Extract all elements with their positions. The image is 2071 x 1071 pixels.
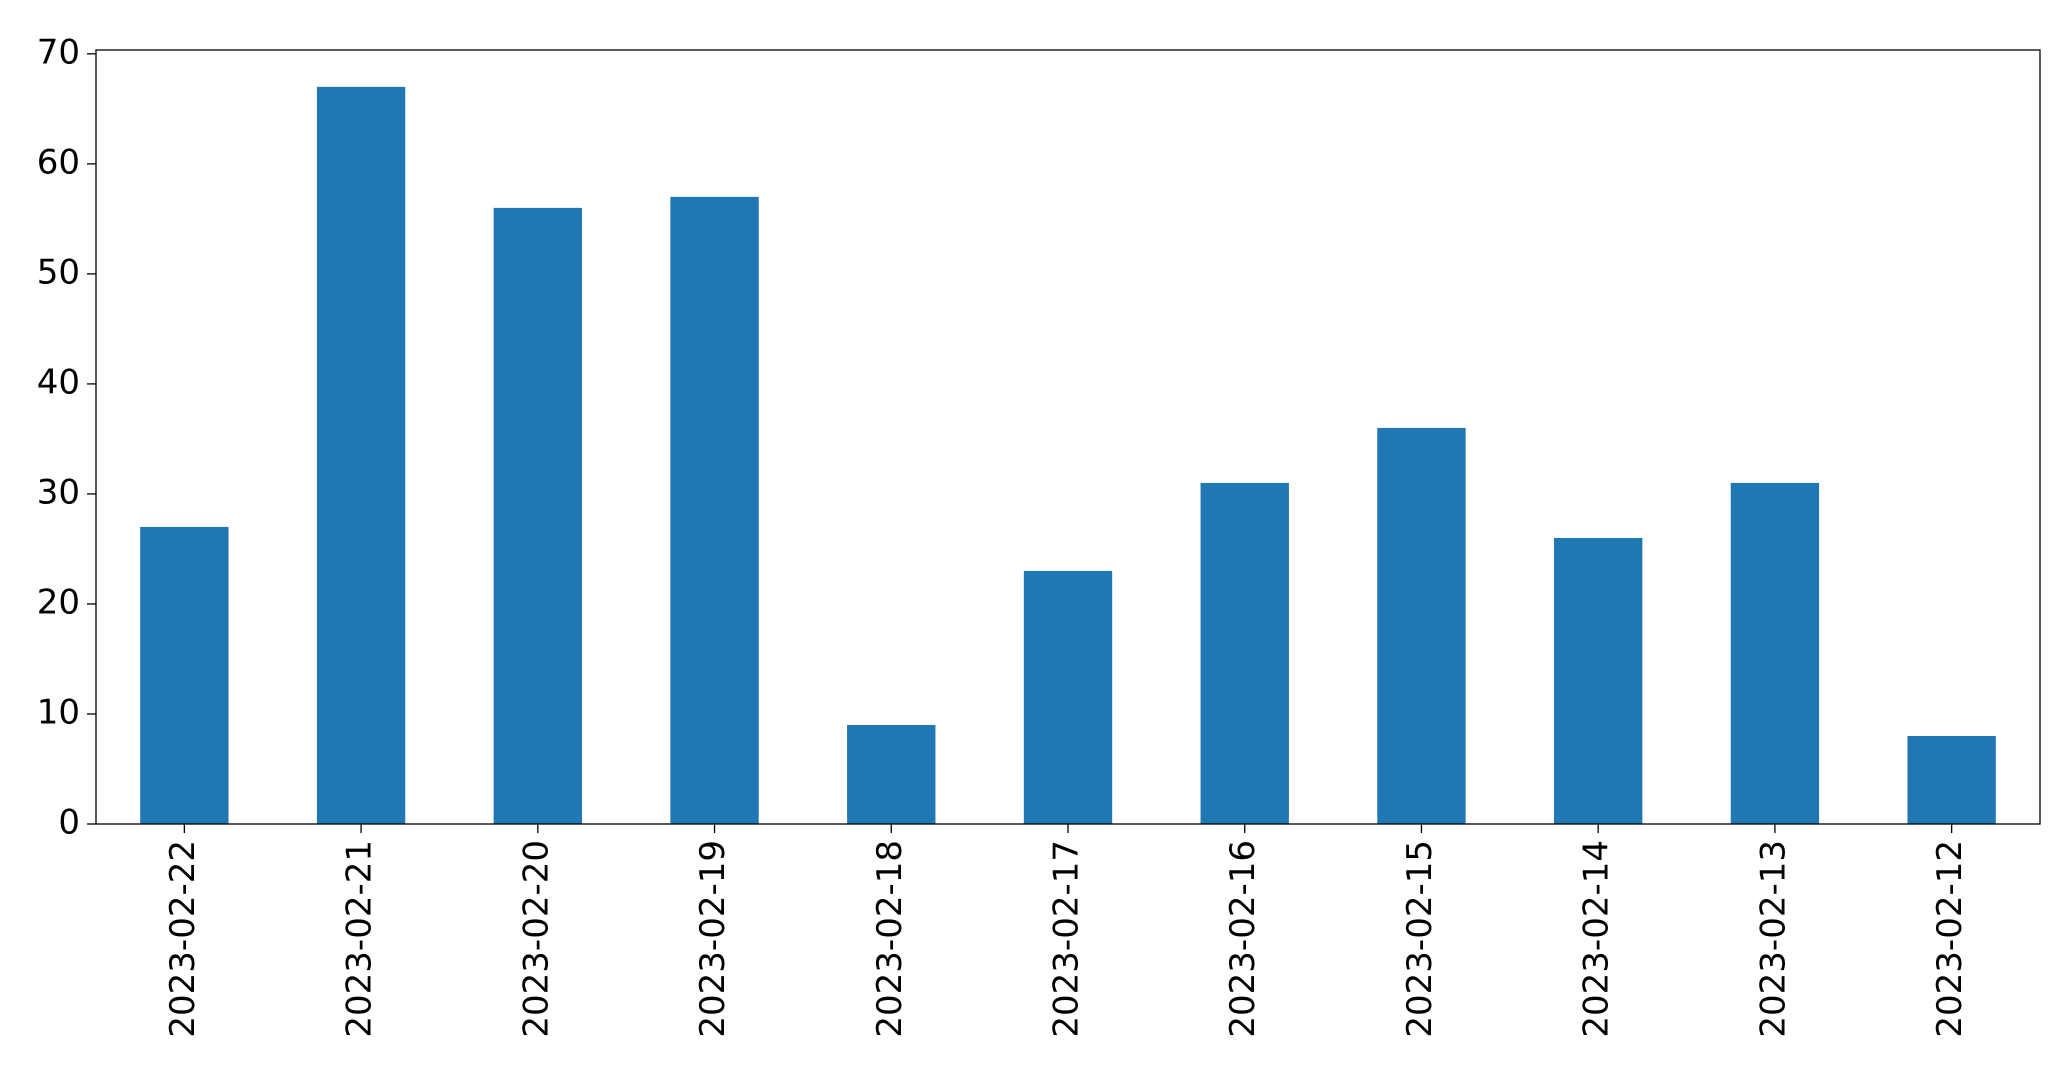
bar bbox=[670, 196, 759, 824]
bar bbox=[1200, 482, 1289, 824]
y-tick-label: 60 bbox=[37, 142, 80, 182]
bar bbox=[847, 724, 936, 824]
x-tick-label: 2023-02-13 bbox=[1753, 840, 1793, 1038]
x-tick-label: 2023-02-17 bbox=[1047, 840, 1087, 1038]
y-tick-label: 40 bbox=[37, 362, 80, 402]
plot-frame bbox=[95, 49, 2041, 825]
bar bbox=[1730, 482, 1820, 824]
x-tick-label: 2023-02-20 bbox=[516, 840, 556, 1038]
x-tick-label: 2023-02-21 bbox=[340, 840, 380, 1038]
y-tick-label: 70 bbox=[37, 32, 80, 72]
x-tick-label: 2023-02-14 bbox=[1577, 840, 1617, 1038]
y-tick-label: 10 bbox=[37, 692, 80, 732]
bar bbox=[1907, 735, 1996, 824]
x-tick-label: 2023-02-22 bbox=[163, 840, 203, 1038]
y-tick-label: 30 bbox=[37, 472, 80, 512]
x-tick-label: 2023-02-18 bbox=[870, 840, 910, 1038]
bar bbox=[1377, 427, 1466, 824]
bar bbox=[493, 207, 582, 824]
x-tick-label: 2023-02-19 bbox=[693, 840, 733, 1038]
bar bbox=[1554, 537, 1643, 824]
bar bbox=[316, 86, 406, 825]
y-tick-label: 20 bbox=[37, 582, 80, 622]
x-tick-label: 2023-02-16 bbox=[1223, 840, 1263, 1038]
y-tick-label: 50 bbox=[37, 252, 80, 292]
x-tick-label: 2023-02-15 bbox=[1400, 840, 1440, 1038]
bar bbox=[140, 526, 229, 824]
x-tick-label: 2023-02-12 bbox=[1930, 840, 1970, 1038]
bar bbox=[1023, 570, 1113, 824]
y-tick-label: 0 bbox=[58, 803, 80, 843]
